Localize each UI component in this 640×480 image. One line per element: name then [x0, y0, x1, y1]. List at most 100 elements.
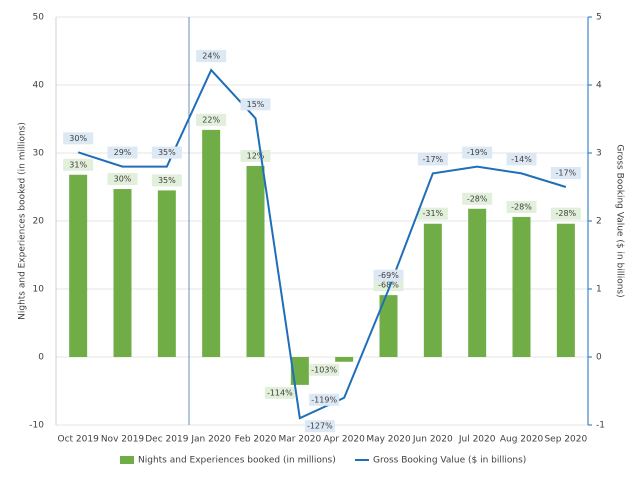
x-tick-label: May 2020: [366, 435, 411, 445]
bar-label-text: -68%: [378, 281, 399, 290]
y-tick-label: -10: [29, 421, 44, 431]
y-axis-title: Nights and Experiences booked (in millio…: [18, 122, 28, 320]
legend-label: Gross Booking Value ($ in billions): [373, 456, 526, 466]
bar: [157, 190, 176, 357]
line-label-box: [462, 146, 493, 159]
bar-label-text: -103%: [311, 365, 337, 374]
bar-label-text: -28%: [555, 209, 576, 218]
y2-tick-label: 2: [596, 217, 602, 227]
bar-label-text: -114%: [267, 388, 293, 397]
bar-label: -28%: [462, 192, 493, 205]
y2-tick-label: 4: [596, 81, 602, 91]
bar-label-box: [196, 113, 227, 126]
x-tick-label: Feb 2020: [235, 435, 277, 445]
y2-tick-label: 3: [596, 149, 602, 159]
line-label-text: -127%: [307, 422, 333, 431]
line-label-box: [417, 153, 448, 166]
x-tick-label: Apr 2020: [323, 435, 365, 445]
y-tick-label: 50: [33, 13, 45, 23]
line-label: 35%: [151, 146, 182, 159]
bar-label-box: [107, 173, 138, 186]
bar-label: -31%: [417, 207, 448, 220]
line-label-text: 24%: [202, 52, 220, 61]
line-label: -17%: [550, 167, 581, 179]
line-label-text: 15%: [247, 100, 265, 109]
y-tick-label: 40: [33, 81, 45, 91]
line-label: 24%: [196, 50, 227, 63]
bar: [556, 223, 575, 357]
y2-tick-label: 0: [596, 353, 602, 363]
bar-label-box: [462, 192, 493, 205]
bar-label: -114%: [264, 386, 295, 399]
bar-label-text: -28%: [467, 194, 488, 203]
line-label: -14%: [506, 153, 537, 166]
bar-label: 35%: [151, 174, 182, 187]
bar-label-box: [309, 363, 340, 376]
line-label-text: 35%: [158, 148, 176, 157]
line-label-text: -119%: [311, 395, 337, 404]
legend-label: Nights and Experiences booked (in millio…: [138, 456, 336, 466]
x-tick-label: Jul 2020: [458, 435, 496, 445]
bar-label-box: [373, 279, 404, 292]
bar: [113, 189, 132, 357]
x-tick-label: Jun 2020: [412, 435, 453, 445]
x-tick-label: Dec 2019: [145, 435, 188, 445]
line-label-text: -17%: [422, 155, 443, 164]
bar-label-text: 31%: [69, 160, 87, 169]
bar: [335, 357, 354, 362]
bar-label: -28%: [550, 207, 581, 220]
bar-label: 12%: [240, 149, 271, 162]
bar: [468, 208, 487, 357]
x-tick-label: Aug 2020: [500, 435, 544, 445]
line-label: 29%: [107, 146, 138, 159]
x-tick-label: Oct 2019: [58, 435, 100, 445]
line: [77, 68, 567, 420]
bar-label: 22%: [196, 113, 227, 126]
line-label-box: [304, 420, 335, 433]
bar-label-text: -28%: [511, 202, 532, 211]
y-tick-label: 10: [33, 285, 45, 295]
line-label: -19%: [462, 146, 493, 159]
line-label: -127%: [304, 420, 335, 433]
bar-label-text: 35%: [158, 176, 176, 185]
line-label-text: 29%: [114, 148, 132, 157]
line-label-box: [63, 132, 94, 145]
bar: [246, 165, 265, 357]
bar-label-text: 22%: [202, 115, 220, 124]
bar-label-box: [240, 149, 271, 162]
bar-label: -68%: [373, 279, 404, 292]
y2-tick-label: -1: [596, 421, 605, 431]
y2-tick-label: 1: [596, 285, 602, 295]
bar-label-box: [506, 200, 537, 213]
y-tick-label: 30: [33, 149, 45, 159]
legend-swatch: [120, 456, 134, 464]
line-label-box: [107, 146, 138, 159]
bar-label-box: [417, 207, 448, 220]
bar-label: -103%: [309, 363, 340, 376]
x-tick-label: Jan 2020: [190, 435, 231, 445]
line-label: -119%: [309, 393, 340, 406]
bar: [423, 223, 442, 357]
y-tick-label: 20: [33, 217, 45, 227]
bar: [69, 174, 88, 357]
y2-axis-title: Gross Booking Value ($ in billions): [615, 144, 625, 297]
line-label: -17%: [417, 153, 448, 166]
x-tick-label: Sep 2020: [544, 435, 587, 445]
bar-label-text: -31%: [422, 209, 443, 218]
bar-label: 30%: [107, 173, 138, 186]
bar-label-box: [550, 207, 581, 220]
line-label-box: [309, 393, 340, 406]
line-label: -69%: [373, 269, 404, 282]
y-tick-label: 0: [38, 353, 44, 363]
bar-label: 31%: [63, 158, 94, 171]
line-label: 15%: [240, 98, 271, 111]
x-tick-label: Mar 2020: [278, 435, 321, 445]
bar-label-text: 12%: [247, 151, 265, 160]
line-label-box: [506, 153, 537, 166]
line-label-box: [240, 98, 271, 111]
bar: [202, 129, 221, 357]
line-label-text: -14%: [511, 155, 532, 164]
line-label-box: [373, 269, 404, 282]
line-label: 30%: [63, 132, 94, 145]
